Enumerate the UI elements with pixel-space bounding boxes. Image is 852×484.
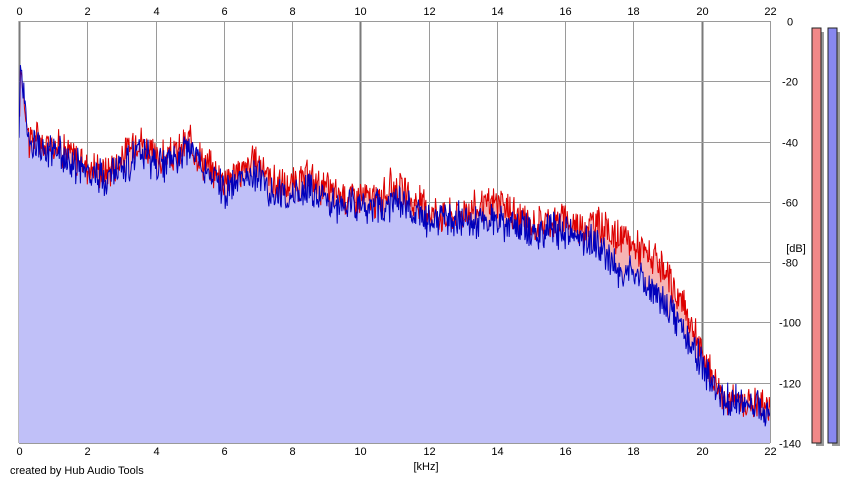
y-tick-label: -120: [779, 379, 801, 391]
x-tick-label-bottom: 10: [354, 446, 366, 458]
x-tick-label-bottom: 20: [696, 446, 708, 458]
x-tick-label-top: 2: [84, 6, 90, 18]
x-tick-label-top: 4: [153, 6, 159, 18]
right-channel-meter: [827, 27, 838, 444]
x-axis-label: [kHz]: [413, 461, 438, 473]
x-tick-label-bottom: 0: [16, 446, 22, 458]
x-tick-label-top: 18: [627, 6, 639, 18]
y-tick-label: -60: [782, 198, 798, 210]
x-tick-label-bottom: 8: [289, 446, 295, 458]
tick-labels: 002244668810101212141416161818202022220-…: [16, 6, 801, 458]
x-tick-label-top: 0: [16, 6, 22, 18]
x-tick-label-top: 16: [559, 6, 571, 18]
x-tick-label-bottom: 2: [84, 446, 90, 458]
blue-series-area: [19, 65, 770, 443]
x-tick-label-bottom: 16: [559, 446, 571, 458]
x-tick-label-top: 10: [354, 6, 366, 18]
x-tick-label-bottom: 4: [153, 446, 159, 458]
y-tick-label: -40: [782, 138, 798, 150]
y-tick-label: 0: [787, 17, 793, 29]
x-tick-label-top: 22: [764, 6, 776, 18]
x-tick-label-bottom: 14: [491, 446, 503, 458]
x-tick-label-top: 6: [221, 6, 227, 18]
x-tick-label-top: 20: [696, 6, 708, 18]
x-tick-label-top: 14: [491, 6, 503, 18]
y-tick-label: -140: [779, 439, 801, 451]
credit-text: created by Hub Audio Tools: [10, 465, 144, 477]
x-tick-label-bottom: 6: [221, 446, 227, 458]
blue-series-line: [19, 65, 770, 427]
y-tick-label: -20: [782, 77, 798, 89]
y-axis-label: [dB]: [786, 243, 806, 255]
x-tick-label-top: 8: [289, 6, 295, 18]
left-channel-meter: [811, 27, 822, 444]
x-tick-label-bottom: 22: [764, 446, 776, 458]
y-tick-label: -100: [779, 318, 801, 330]
x-tick-label-bottom: 12: [423, 446, 435, 458]
y-tick-label: -80: [782, 258, 798, 270]
x-tick-label-top: 12: [423, 6, 435, 18]
x-tick-label-bottom: 18: [627, 446, 639, 458]
